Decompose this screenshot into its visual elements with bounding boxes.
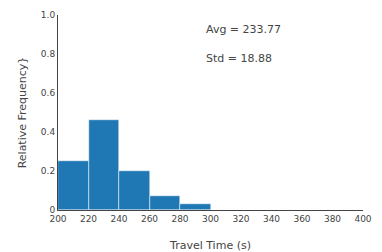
svg-text:360: 360 <box>293 214 310 224</box>
svg-text:300: 300 <box>202 214 219 224</box>
svg-text:200: 200 <box>49 214 66 224</box>
svg-text:0: 0 <box>49 205 55 215</box>
svg-text:1.0: 1.0 <box>41 10 56 20</box>
svg-text:220: 220 <box>80 214 97 224</box>
svg-text:0.6: 0.6 <box>41 88 56 98</box>
svg-text:Travel Time (s): Travel Time (s) <box>169 239 251 252</box>
svg-text:320: 320 <box>232 214 249 224</box>
svg-text:Relative Frequency}: Relative Frequency} <box>16 57 29 169</box>
svg-text:0.4: 0.4 <box>41 127 56 137</box>
svg-text:280: 280 <box>171 214 188 224</box>
svg-text:0.8: 0.8 <box>41 49 56 59</box>
svg-text:240: 240 <box>110 214 127 224</box>
svg-text:340: 340 <box>263 214 280 224</box>
svg-text:260: 260 <box>141 214 158 224</box>
svg-text:0.2: 0.2 <box>41 166 55 176</box>
svg-text:400: 400 <box>354 214 371 224</box>
svg-text:380: 380 <box>324 214 341 224</box>
svg-text:Avg = 233.77Std = 18.88: Avg = 233.77Std = 18.88 <box>206 23 281 65</box>
